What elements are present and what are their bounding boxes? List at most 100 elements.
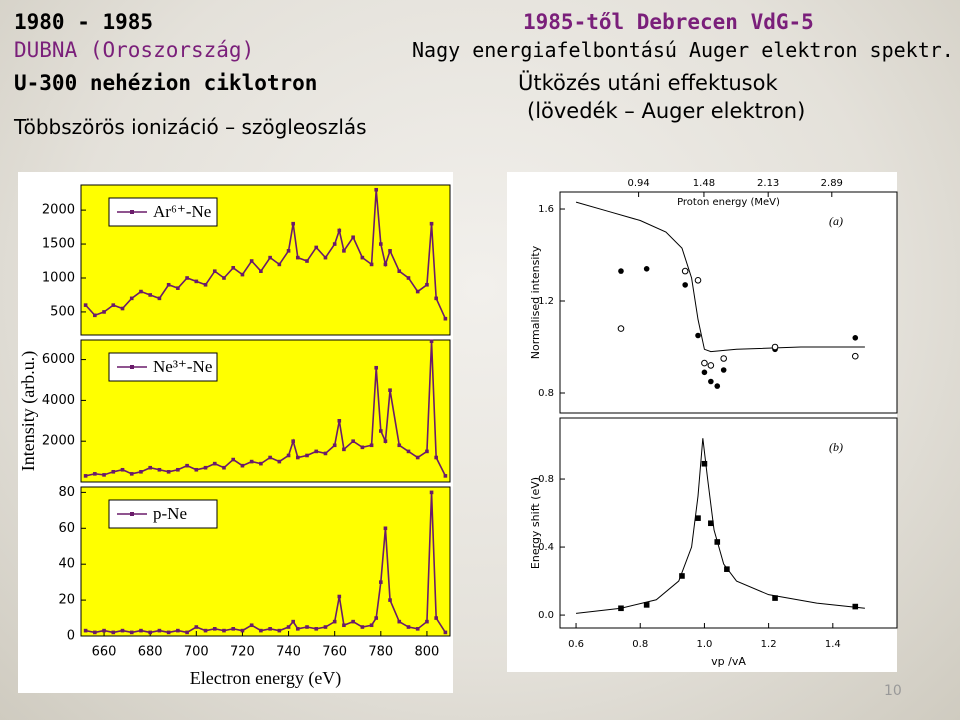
data-point	[332, 619, 337, 624]
data-point	[129, 296, 134, 301]
data-point	[194, 467, 199, 472]
data-point	[166, 469, 171, 474]
y-tick-label: 20	[58, 593, 75, 608]
data-point	[222, 628, 226, 633]
data-point	[337, 594, 342, 599]
data-point	[194, 279, 199, 284]
data-point	[305, 453, 309, 458]
x-tick-label: 680	[138, 645, 163, 660]
data-point	[277, 459, 282, 464]
legend-box	[108, 197, 218, 227]
data-point	[83, 303, 88, 307]
data-point	[397, 443, 402, 448]
data-point	[129, 630, 134, 635]
data-point	[360, 445, 365, 450]
data-point	[240, 463, 245, 468]
y-tick-label: 60	[58, 521, 75, 536]
data-point	[434, 616, 438, 620]
x2-axis-label: Proton energy (MeV)	[677, 197, 780, 208]
data-point	[369, 443, 374, 448]
data-point	[351, 619, 355, 624]
data-point	[720, 367, 727, 373]
x-tick-label: 740	[276, 645, 301, 660]
data-point	[714, 539, 721, 545]
y-tick-label: 2000	[42, 203, 75, 218]
data-point	[277, 628, 282, 633]
data-point	[397, 619, 402, 624]
data-point	[148, 293, 152, 297]
x-tick-label: 800	[415, 645, 440, 660]
data-point	[695, 515, 701, 521]
data-point	[102, 310, 106, 314]
data-point	[852, 335, 859, 341]
data-point	[383, 262, 388, 267]
data-point	[111, 469, 116, 474]
data-point	[120, 467, 125, 472]
data-point	[212, 269, 217, 273]
y-tick-label: 1500	[42, 237, 75, 252]
data-point	[83, 628, 88, 633]
data-point	[203, 628, 208, 633]
legend-marker	[130, 512, 134, 516]
y-tick-label: 1.6	[538, 204, 554, 215]
right-header-line: 1985-től Debrecen VdG-5	[523, 10, 814, 34]
series-line	[575, 438, 865, 614]
data-point	[443, 630, 448, 635]
data-point	[240, 628, 245, 633]
x-tick-label: 0.6	[568, 639, 584, 650]
data-point	[249, 459, 254, 464]
data-point	[176, 467, 180, 472]
data-point	[295, 255, 300, 260]
data-point	[120, 628, 125, 633]
data-point	[240, 272, 245, 277]
x-tick-label: 780	[368, 645, 393, 660]
data-point	[176, 628, 180, 633]
data-point	[157, 628, 162, 633]
data-point	[369, 623, 374, 628]
data-point	[388, 388, 392, 392]
data-point	[406, 625, 411, 629]
data-point	[259, 269, 263, 273]
data-point	[618, 268, 624, 274]
data-point	[679, 573, 685, 579]
right-header-line: Nagy energiafelbontású Auger elektron sp…	[412, 38, 954, 62]
data-point	[643, 602, 650, 608]
data-point	[342, 249, 346, 253]
data-point	[83, 474, 88, 478]
data-point	[176, 286, 180, 290]
data-point	[185, 463, 189, 468]
data-point	[249, 623, 254, 628]
data-point	[231, 627, 236, 631]
x-axis-label: Electron energy (eV)	[190, 668, 342, 689]
y-tick-label: 500	[50, 304, 75, 319]
right-header-line: Ütközés utáni effektusok	[518, 71, 778, 95]
data-point	[111, 630, 116, 635]
x-axis-label: vp /vA	[711, 655, 746, 668]
data-point	[166, 630, 171, 635]
data-point	[291, 619, 295, 624]
data-point	[194, 625, 199, 629]
data-point	[415, 627, 420, 631]
y-tick-label: 0.8	[538, 388, 554, 399]
y-tick-label: 6000	[42, 352, 75, 367]
data-point	[724, 566, 730, 572]
data-point	[851, 352, 859, 360]
data-point	[314, 449, 319, 454]
data-point	[429, 221, 434, 226]
x-tick-label: 1.2	[761, 639, 777, 650]
data-point	[374, 187, 378, 192]
data-point	[148, 630, 152, 635]
data-point	[682, 282, 688, 288]
panel-annotation: (b)	[829, 440, 843, 454]
data-point	[429, 339, 434, 344]
y-tick-label: 0.0	[538, 610, 554, 621]
data-point	[139, 628, 143, 633]
data-point	[93, 630, 97, 635]
left-header-line: 1980 - 1985	[14, 10, 154, 34]
legend-label: Ar⁶⁺-Ne	[153, 202, 211, 221]
data-point	[360, 255, 365, 260]
data-point	[694, 277, 702, 284]
data-point	[415, 289, 420, 294]
